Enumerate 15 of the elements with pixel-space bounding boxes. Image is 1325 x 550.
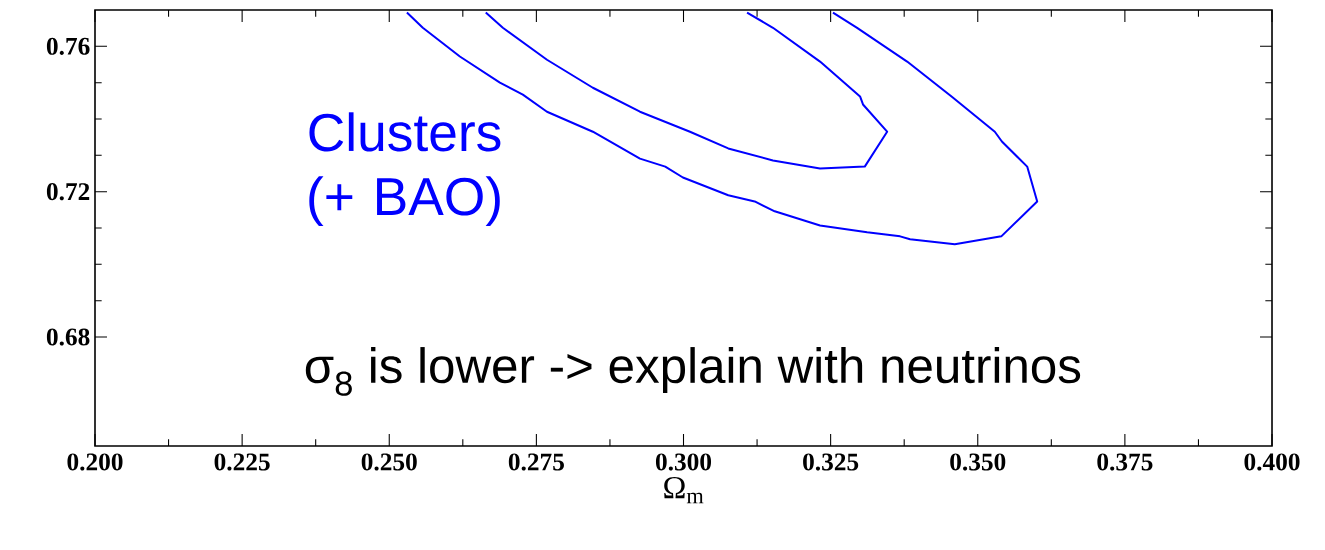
x-tick-label: 0.275 xyxy=(508,453,564,471)
x-tick-label: 0.225 xyxy=(214,453,270,471)
x-tick-label: 0.375 xyxy=(1097,453,1153,471)
y-tick-label: 0.76 xyxy=(46,37,90,55)
x-tick-label: 0.300 xyxy=(655,453,712,471)
y-tick-label: 0.72 xyxy=(46,183,90,201)
annotation: σ$_{8}$ is lower -> explain with neutrinos xyxy=(305,347,1081,396)
annotation: Clusters (+ BAO) xyxy=(309,112,501,226)
x-tick-label: 0.350 xyxy=(950,453,1006,471)
x-tick-label: 0.200 xyxy=(67,453,123,471)
x-tick-label: 0.325 xyxy=(803,453,859,471)
x-tick-label: 0.400 xyxy=(1244,453,1300,471)
x-tick-label: 0.250 xyxy=(361,453,417,471)
y-tick-label: 0.68 xyxy=(46,328,90,346)
x-axis-title: Ω$_{m}$ xyxy=(664,477,704,504)
